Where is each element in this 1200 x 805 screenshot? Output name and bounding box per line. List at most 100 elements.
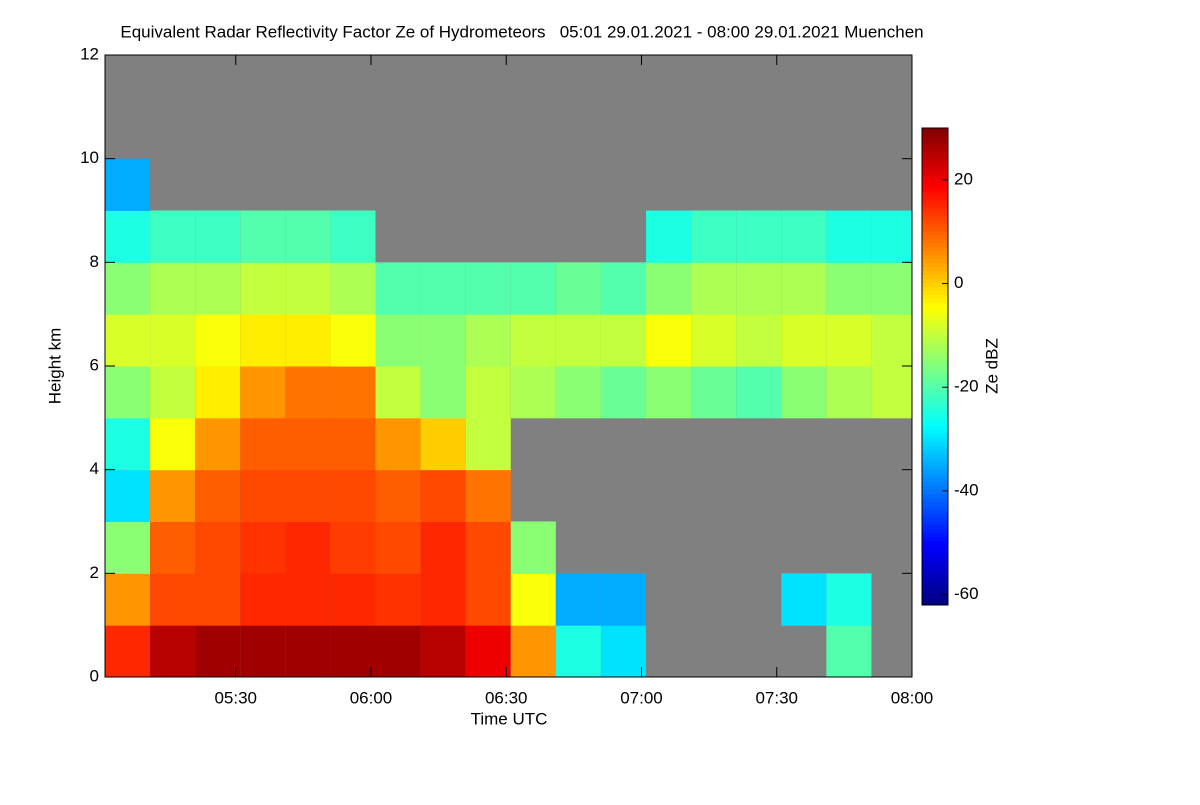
heat-cell [510,521,556,574]
colorbar-step [922,426,948,431]
heat-cell [600,262,647,315]
colorbar-step [922,131,948,137]
x-axis-label: Time UTC [471,709,548,728]
heat-cell [285,210,331,263]
colorbar-step [922,529,948,534]
colorbar-step [922,473,948,479]
colorbar-step [922,302,948,308]
heat-cell [150,314,196,367]
colorbar-step [922,326,948,332]
colorbar-step [922,155,948,161]
colorbar-step [922,298,948,304]
heat-cell [240,366,286,419]
heat-cell [600,366,647,419]
colorbar-step [922,481,948,487]
colorbar-step [922,362,948,367]
heat-cell [195,469,241,522]
colorbar-step [922,215,948,220]
colorbar-step [922,358,948,364]
colorbar-step [922,593,948,598]
heat-cell [240,210,286,263]
heat-cell [375,625,421,678]
heat-cell [330,417,376,471]
heat-cell [420,314,466,367]
colorbar-step [922,398,948,403]
heat-cell [465,625,511,678]
heat-cell [736,366,782,419]
heat-cell [555,314,601,367]
colorbar-tick-label: -40 [954,480,979,499]
colorbar-step [922,549,948,554]
colorbar-step [922,489,948,495]
colorbar-step [922,406,948,411]
y-tick-label: 0 [90,666,99,685]
heat-cell [105,158,151,211]
x-tick-label: 08:00 [891,688,934,707]
colorbar-step [922,438,948,443]
heat-cell [240,469,286,522]
heat-cell [646,366,692,419]
heat-cell [465,262,511,315]
colorbar-step [922,553,948,558]
colorbar-step [922,235,948,240]
colorbar-step [922,147,948,153]
heat-cell [285,366,331,419]
heat-cell [195,573,241,626]
colorbar-step [922,338,948,344]
colorbar-step [922,330,948,336]
colorbar-step [922,239,948,244]
colorbar-step [922,195,948,201]
heat-cell [600,625,647,678]
colorbar-step [922,243,948,248]
heat-cell [105,521,151,574]
colorbar-step [922,442,948,447]
y-tick-label: 2 [90,563,99,582]
colorbar-step [922,394,948,399]
colorbar-step [922,287,948,292]
heat-cell [736,314,782,367]
colorbar-frame [921,127,949,606]
colorbar-step [922,187,948,193]
colorbar-step [922,370,948,375]
colorbar-step [922,517,948,523]
heat-cell [150,210,196,263]
colorbar-step [922,469,948,475]
heat-cell [195,262,241,315]
colorbar-step [922,521,948,526]
colorbar-step [922,477,948,483]
heat-cell [330,469,376,522]
heat-cell [736,262,782,315]
colorbar-step [922,306,948,312]
heat-cell [420,521,466,574]
heat-cell [330,210,376,263]
colorbar-step [922,581,948,586]
colorbar-step [922,211,948,216]
colorbar-step [922,569,948,574]
heat-cell [375,521,421,574]
heat-cell [555,625,601,678]
heat-cell [195,210,241,263]
colorbar-step [922,430,948,435]
heat-cell [871,262,912,315]
heat-cell [420,573,466,626]
colorbar-step [922,251,948,256]
colorbar-step [922,573,948,578]
heat-cell [150,625,196,678]
heat-cell [420,366,466,419]
colorbar-step [922,350,948,356]
heat-cell [465,417,511,471]
heat-cell [240,314,286,367]
colorbar-step [922,247,948,252]
heat-cell [285,314,331,367]
colorbar-step [922,342,948,348]
colorbar-step [922,366,948,371]
heat-cell [375,417,421,471]
heat-cell [691,262,737,315]
x-tick-label: 07:00 [620,688,663,707]
heat-cell [781,573,827,626]
heat-cell [781,366,827,419]
colorbar-tick-label: -20 [954,377,979,396]
heat-cell [285,521,331,574]
colorbar-step [922,263,948,268]
